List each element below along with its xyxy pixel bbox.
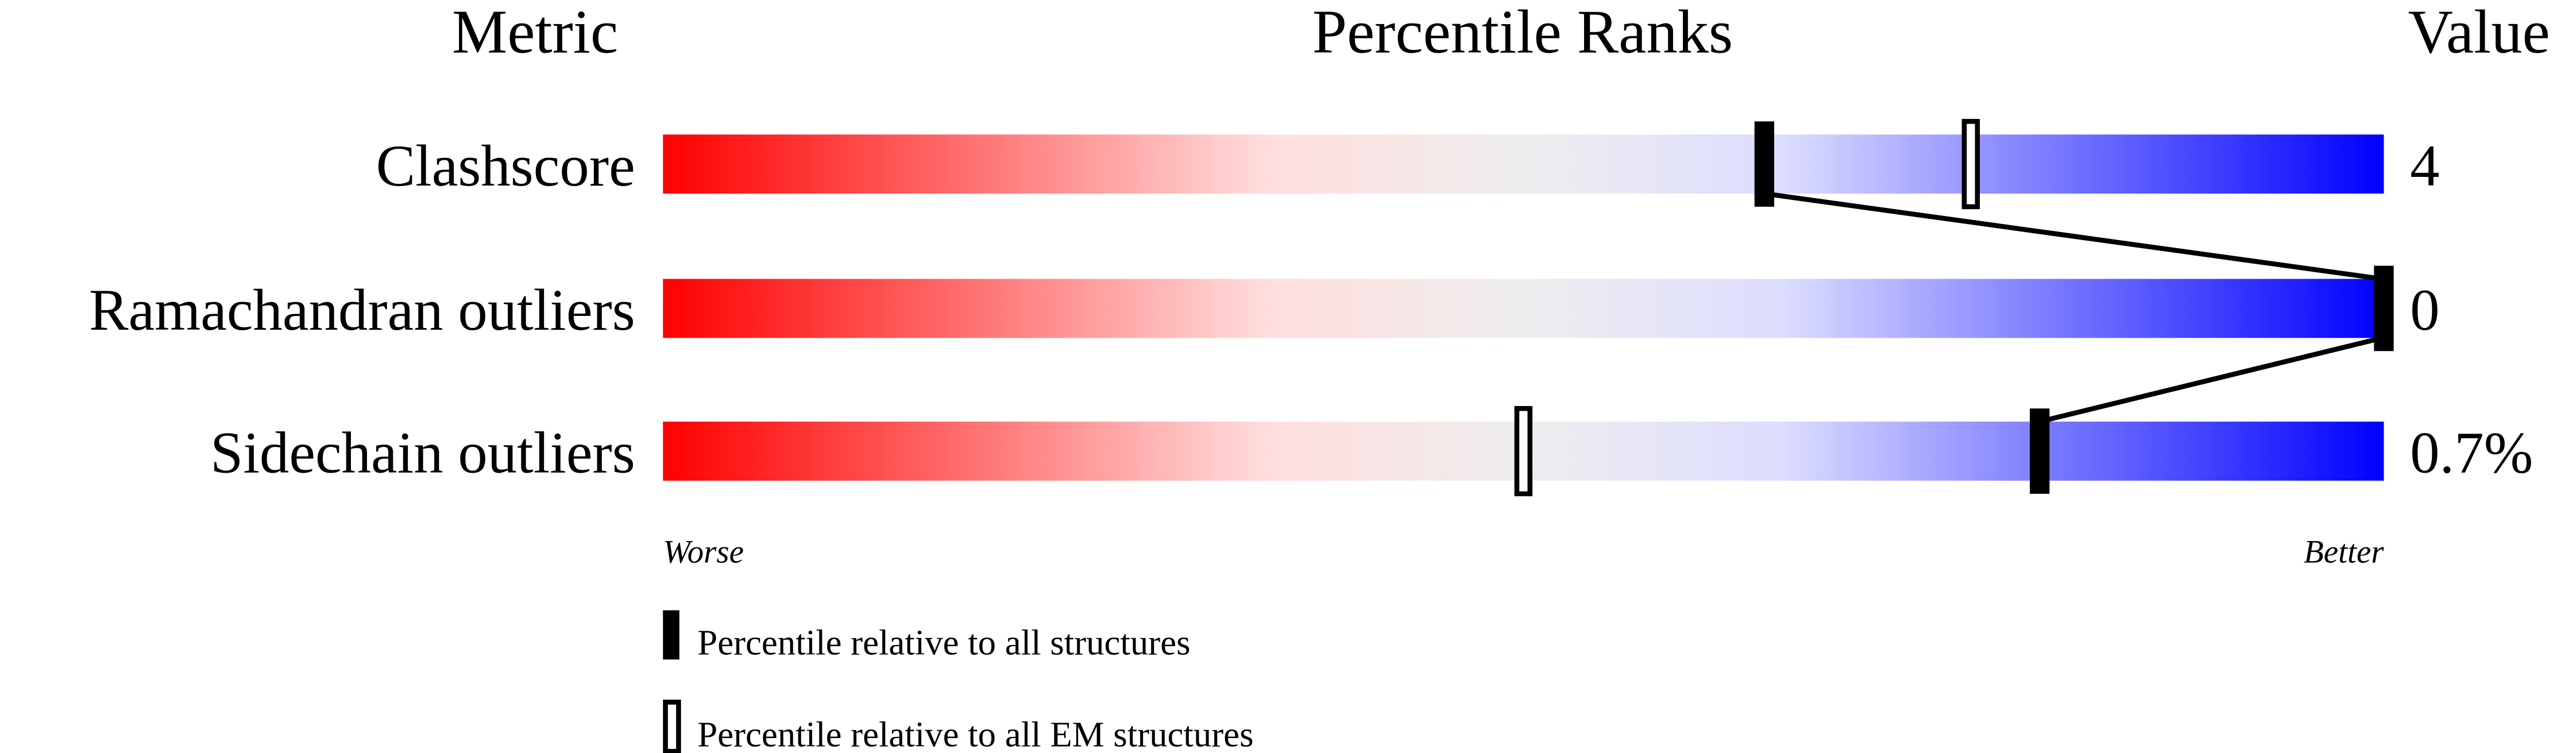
metric-label: Ramachandran outliers <box>89 277 635 343</box>
header-metric: Metric <box>452 0 618 66</box>
metric-value: 4 <box>2410 133 2439 199</box>
percentile-bar <box>663 134 2384 194</box>
legend-filled-marker <box>663 610 679 660</box>
all-percentile-marker <box>2030 408 2050 494</box>
legend-open-marker <box>663 700 681 753</box>
header-value: Value <box>2408 0 2550 66</box>
metric-label: Clashscore <box>376 133 635 199</box>
all-percentile-marker <box>2374 265 2394 352</box>
metric-label: Sidechain outliers <box>210 420 635 486</box>
em-percentile-marker <box>1514 406 1533 497</box>
metric-value: 0 <box>2410 277 2439 343</box>
axis-label-worse: Worse <box>663 534 744 570</box>
axis-label-better: Better <box>2304 534 2384 570</box>
em-percentile-marker <box>1961 119 1980 210</box>
legend-all-structures: Percentile relative to all structures <box>697 623 1190 663</box>
all-percentile-marker <box>1754 121 1774 207</box>
metric-value: 0.7% <box>2410 420 2533 486</box>
header-percentile-ranks: Percentile Ranks <box>1312 0 1733 66</box>
percentile-bar <box>663 279 2384 338</box>
legend-em-structures: Percentile relative to all EM structures <box>697 715 1253 753</box>
